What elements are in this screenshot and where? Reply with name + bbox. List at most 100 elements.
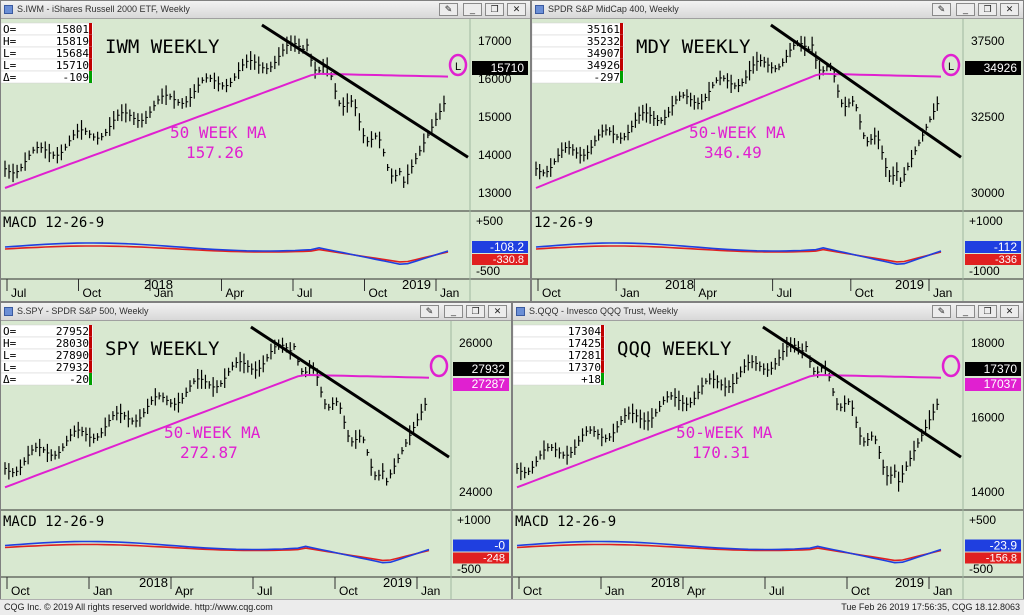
downtrend-line <box>261 23 469 159</box>
macd-tick: -500 <box>476 264 500 278</box>
ma-line <box>4 72 449 189</box>
ohlc-value: 15710 <box>56 59 89 72</box>
ohlc-indicator <box>620 59 623 71</box>
ma-label: 50 WEEK MA <box>170 123 267 142</box>
macd-line <box>535 242 942 266</box>
price-tick: 14000 <box>478 148 512 162</box>
x-tick-label: Jan <box>440 286 459 300</box>
ohlc-label: L= <box>3 47 17 60</box>
ohlc-indicator <box>89 47 92 59</box>
macd-signal-value: -330.8 <box>493 254 524 266</box>
window-title: S.QQQ - Invesco QQQ Trust, Weekly <box>529 306 678 316</box>
chart-window-iwm[interactable]: S.IWM - iShares Russell 2000 ETF, Weekly… <box>0 0 531 302</box>
ohlc-value: 34926 <box>587 59 620 72</box>
chart-title: IWM WEEKLY <box>105 36 220 58</box>
x-tick-label: Oct <box>11 584 30 598</box>
ohlc-label: O= <box>3 23 17 36</box>
ma-price-badge <box>965 378 1021 391</box>
ohlc-indicator <box>620 35 623 47</box>
chart-window-spy[interactable]: S.SPY - SPDR S&P 500, Weekly ✎ _ ❐ ✕ O= 2… <box>0 302 512 600</box>
pin-button[interactable]: ✎ <box>439 3 458 16</box>
plot-area-qqq[interactable]: 17304 17425 17281 17370 +18 QQQ WEEKLY 50-WEEK… <box>513 321 1023 599</box>
close-button[interactable]: ✕ <box>1000 3 1019 16</box>
plot-area-spy[interactable]: O= 27952 H= 28030 L= 27890 L= 27932 Δ= -20 SPY WEE… <box>1 321 511 599</box>
close-button[interactable]: ✕ <box>488 305 507 318</box>
x-tick-label: Apr <box>687 584 706 598</box>
last-price: 34926 <box>984 61 1018 75</box>
chart-window-qqq[interactable]: S.QQQ - Invesco QQQ Trust, Weekly ✎ _ ❐ … <box>512 302 1024 600</box>
last-price: 27932 <box>472 362 506 376</box>
x-tick-label: Oct <box>851 584 870 598</box>
ma-price: 27287 <box>472 377 506 391</box>
restore-button[interactable]: ❐ <box>466 305 485 318</box>
chart-icon <box>535 5 544 14</box>
restore-button[interactable]: ❐ <box>978 3 997 16</box>
ohlc-indicator <box>601 361 604 373</box>
titlebar-iwm[interactable]: S.IWM - iShares Russell 2000 ETF, Weekly… <box>1 1 530 19</box>
signal-marker: L <box>948 61 954 73</box>
ma-value: 170.31 <box>692 443 750 462</box>
minimize-button[interactable]: _ <box>463 3 482 16</box>
ohlc-value: 27932 <box>56 361 89 374</box>
year-label: 2018 <box>651 575 680 590</box>
macd-value: -0 <box>494 539 505 553</box>
plot-area-iwm[interactable]: O= 15801 H= 15819 L= 15684 L= 15710 Δ= -109 IWM WE… <box>1 19 530 301</box>
titlebar-qqq[interactable]: S.QQQ - Invesco QQQ Trust, Weekly ✎ _ ❐ … <box>513 303 1023 321</box>
ohlc-indicator <box>601 337 604 349</box>
x-tick-label: Jan <box>605 584 624 598</box>
minimize-button[interactable]: _ <box>444 305 463 318</box>
year-label: 2018 <box>139 575 168 590</box>
macd-signal-line <box>4 245 449 263</box>
macd-line <box>4 242 449 266</box>
macd-tick: +500 <box>969 513 996 527</box>
macd-value: -108.2 <box>490 240 524 254</box>
restore-button[interactable]: ❐ <box>978 305 997 318</box>
ma-value: 272.87 <box>180 443 238 462</box>
downtrend-line <box>770 23 962 159</box>
price-tick: 16000 <box>478 72 512 86</box>
titlebar-spy[interactable]: S.SPY - SPDR S&P 500, Weekly ✎ _ ❐ ✕ <box>1 303 511 321</box>
restore-button[interactable]: ❐ <box>485 3 504 16</box>
price-tick: 17000 <box>478 34 512 48</box>
macd-label: MACD 12-26-9 <box>3 215 104 231</box>
x-tick-label: Jan <box>933 584 952 598</box>
ma-label: 50-WEEK MA <box>689 123 786 142</box>
chart-window-mdy[interactable]: SPDR S&P MidCap 400, Weekly ✎ _ ❐ ✕ 3516… <box>531 0 1024 302</box>
minimize-button[interactable]: _ <box>956 305 975 318</box>
plot-area-mdy[interactable]: 35161 35232 34907 34926 -297 MDY WEEKLY 50-WEE… <box>532 19 1023 301</box>
x-tick-label: Jul <box>769 584 784 598</box>
price-tick: 14000 <box>971 485 1005 499</box>
ohlc-value: 27890 <box>56 349 89 362</box>
ma-price-badge <box>453 378 509 391</box>
price-tick: 37500 <box>971 34 1005 48</box>
ohlc-value: -20 <box>69 373 89 386</box>
last-price: 17370 <box>984 362 1018 376</box>
ohlc-value: 35161 <box>587 23 620 36</box>
signal-circle <box>941 53 961 77</box>
year-label: 2018 <box>665 277 694 292</box>
x-tick-label: Jan <box>933 286 952 300</box>
chart-icon <box>4 5 13 14</box>
ohlc-value: 15684 <box>56 47 89 60</box>
x-tick-label: Oct <box>542 286 561 300</box>
close-button[interactable]: ✕ <box>1000 305 1019 318</box>
pin-button[interactable]: ✎ <box>932 3 951 16</box>
ohlc-row-bg <box>1 372 94 386</box>
ohlc-label: Δ= <box>3 71 17 84</box>
x-tick-label: Jul <box>297 286 312 300</box>
macd-value-badge <box>453 539 509 552</box>
ohlc-value: -109 <box>63 71 90 84</box>
pin-button[interactable]: ✎ <box>932 305 951 318</box>
ohlc-indicator <box>601 349 604 361</box>
ohlc-indicator <box>89 361 92 373</box>
signal-circle <box>429 354 449 378</box>
pin-button[interactable]: ✎ <box>420 305 439 318</box>
macd-signal-line <box>4 543 430 562</box>
close-button[interactable]: ✕ <box>507 3 526 16</box>
titlebar-mdy[interactable]: SPDR S&P MidCap 400, Weekly ✎ _ ❐ ✕ <box>532 1 1023 19</box>
x-tick-label: Jul <box>777 286 792 300</box>
ohlc-indicator <box>89 373 92 385</box>
ohlc-indicator <box>89 71 92 83</box>
minimize-button[interactable]: _ <box>956 3 975 16</box>
chart-title: QQQ WEEKLY <box>617 338 732 360</box>
